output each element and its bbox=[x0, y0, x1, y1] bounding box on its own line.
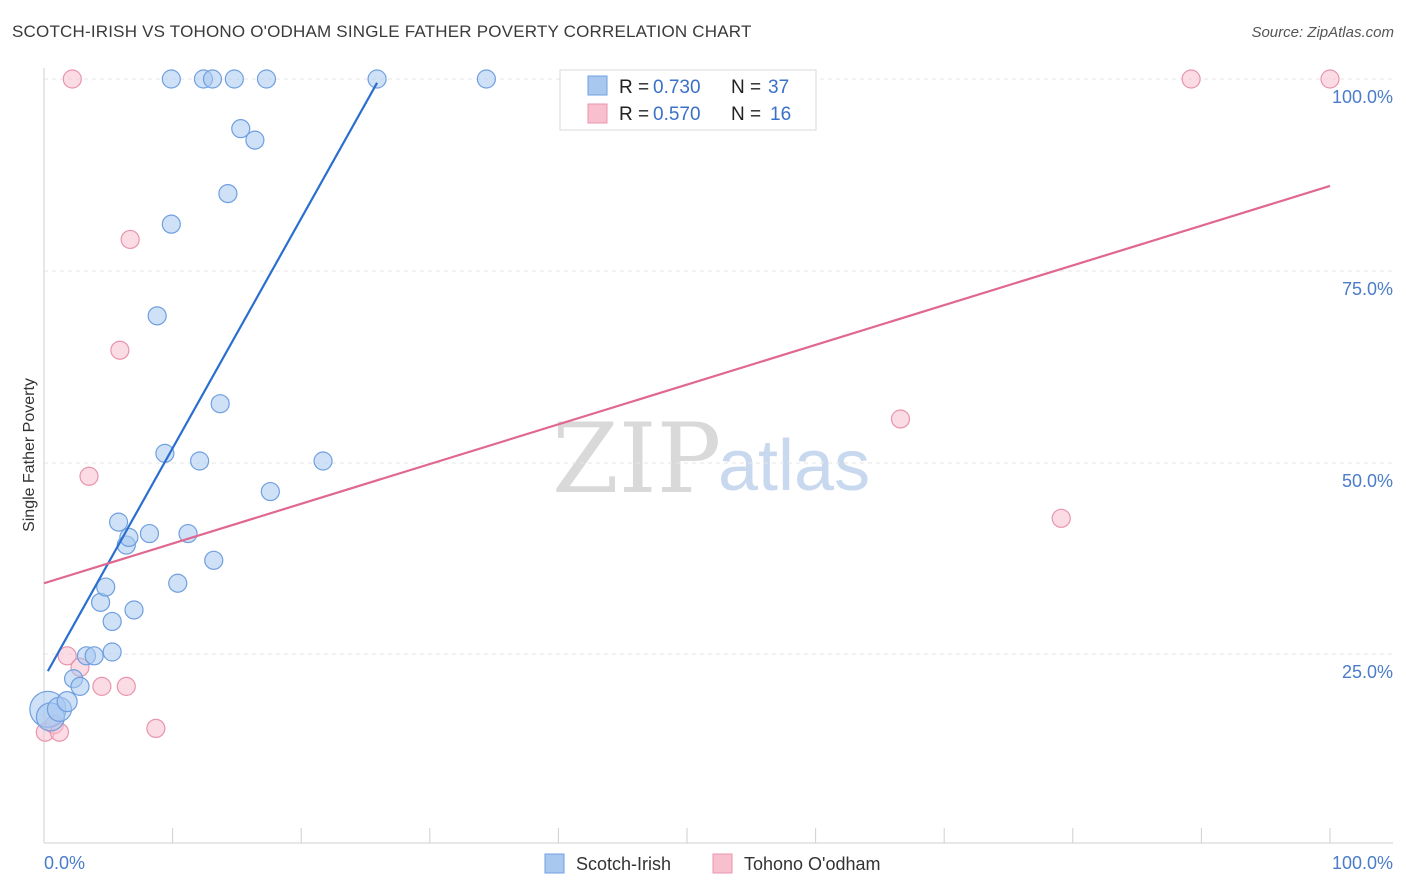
legend-n-label-pink: N = bbox=[731, 104, 761, 125]
x-tick-label-max: 100.0% bbox=[1332, 853, 1393, 873]
tohono-oodham-point-13 bbox=[1051, 508, 1071, 528]
chart-title: SCOTCH-IRISH VS TOHONO O'ODHAM SINGLE FA… bbox=[12, 22, 752, 41]
scotch-irish-point-29 bbox=[313, 451, 333, 471]
scotch-irish-point-33 bbox=[224, 69, 244, 89]
tohono-oodham-point-7 bbox=[92, 676, 112, 696]
y-tick-label-100: 100.0% bbox=[1332, 87, 1393, 107]
scotch-irish-point-20 bbox=[168, 573, 188, 593]
x-tick-label-min: 0.0% bbox=[44, 853, 85, 873]
scotch-irish-point-26 bbox=[231, 119, 251, 139]
series-legend-swatch-tohono-oodham bbox=[712, 853, 733, 874]
scotch-irish-point-28 bbox=[260, 481, 280, 502]
legend-swatch-blue bbox=[587, 75, 608, 96]
scotch-irish-point-16 bbox=[139, 523, 160, 544]
x-ticks bbox=[43, 828, 1331, 843]
legend-n-value-blue: 37 bbox=[768, 77, 789, 98]
scotch-irish-point-9 bbox=[96, 577, 116, 597]
series-scotch-irish-points bbox=[29, 69, 496, 732]
watermark-zip: ZIP bbox=[552, 403, 721, 515]
scotch-irish-point-35 bbox=[367, 69, 387, 89]
tohono-oodham-point-9 bbox=[116, 676, 136, 696]
series-legend-label-scotch-irish: Scotch-Irish bbox=[576, 854, 671, 874]
trend-line-tohono-oodham bbox=[43, 184, 1331, 585]
tohono-oodham-point-14 bbox=[1181, 69, 1201, 89]
series-legend-swatch-scotch-irish bbox=[544, 853, 565, 874]
source-label: Source: ZipAtlas.com bbox=[1251, 24, 1394, 41]
scotch-irish-point-7 bbox=[84, 646, 104, 666]
y-axis-label: Single Father Poverty bbox=[21, 378, 38, 532]
legend-r-value-blue: 0.730 bbox=[653, 77, 701, 98]
scotch-irish-point-32 bbox=[202, 69, 223, 89]
watermark-atlas: atlas bbox=[718, 426, 870, 506]
y-tick-label-25: 25.0% bbox=[1342, 662, 1393, 682]
tohono-oodham-point-15 bbox=[1320, 69, 1340, 89]
scotch-irish-point-24 bbox=[210, 394, 230, 414]
scotch-irish-point-18 bbox=[155, 443, 175, 463]
tohono-oodham-point-6 bbox=[79, 466, 99, 486]
legend-r-label-pink: R = bbox=[619, 104, 649, 125]
tohono-oodham-point-8 bbox=[110, 340, 130, 360]
trend-lines bbox=[43, 82, 1331, 672]
tohono-oodham-point-12 bbox=[890, 409, 911, 429]
legend-n-label-blue: N = bbox=[731, 77, 761, 98]
scotch-irish-point-11 bbox=[102, 642, 122, 662]
scotch-irish-point-10 bbox=[102, 611, 122, 632]
scotch-irish-point-12 bbox=[108, 512, 129, 532]
series-legend-label-tohono-oodham: Tohono O'odham bbox=[744, 854, 881, 874]
scotch-irish-point-19 bbox=[161, 214, 181, 234]
scotch-irish-point-17 bbox=[147, 306, 167, 326]
scotch-irish-point-25 bbox=[218, 184, 238, 204]
scotch-irish-point-23 bbox=[204, 550, 224, 570]
scotch-irish-point-15 bbox=[124, 600, 144, 620]
tohono-oodham-point-10 bbox=[120, 229, 140, 250]
trend-line-scotch-irish bbox=[46, 82, 379, 672]
gridlines bbox=[44, 78, 1393, 655]
tohono-oodham-point-3 bbox=[57, 646, 77, 666]
legend-r-label-blue: R = bbox=[619, 77, 649, 98]
y-tick-label-75: 75.0% bbox=[1342, 279, 1393, 299]
scotch-irish-point-36 bbox=[476, 69, 496, 89]
scotch-irish-point-3 bbox=[56, 691, 78, 713]
series-legend: Scotch-Irish Tohono O'odham bbox=[544, 853, 881, 874]
scotch-irish-point-30 bbox=[161, 69, 181, 89]
legend-r-value-pink: 0.570 bbox=[653, 104, 701, 125]
legend-n-value-pink: 16 bbox=[770, 104, 791, 125]
scotch-irish-point-22 bbox=[190, 451, 210, 471]
legend-swatch-pink bbox=[587, 103, 608, 124]
scotch-irish-point-34 bbox=[256, 69, 277, 89]
stats-legend: R = 0.730 N = 37 R = 0.570 N = 16 bbox=[559, 69, 817, 131]
tohono-oodham-point-11 bbox=[146, 718, 166, 739]
scotch-irish-point-27 bbox=[245, 130, 265, 150]
scotch-irish-point-5 bbox=[70, 676, 90, 696]
tohono-oodham-point-4 bbox=[62, 69, 82, 89]
y-tick-label-50: 50.0% bbox=[1342, 471, 1393, 491]
y-tick-labels: 25.0% 50.0% 75.0% 100.0% bbox=[1332, 87, 1393, 682]
